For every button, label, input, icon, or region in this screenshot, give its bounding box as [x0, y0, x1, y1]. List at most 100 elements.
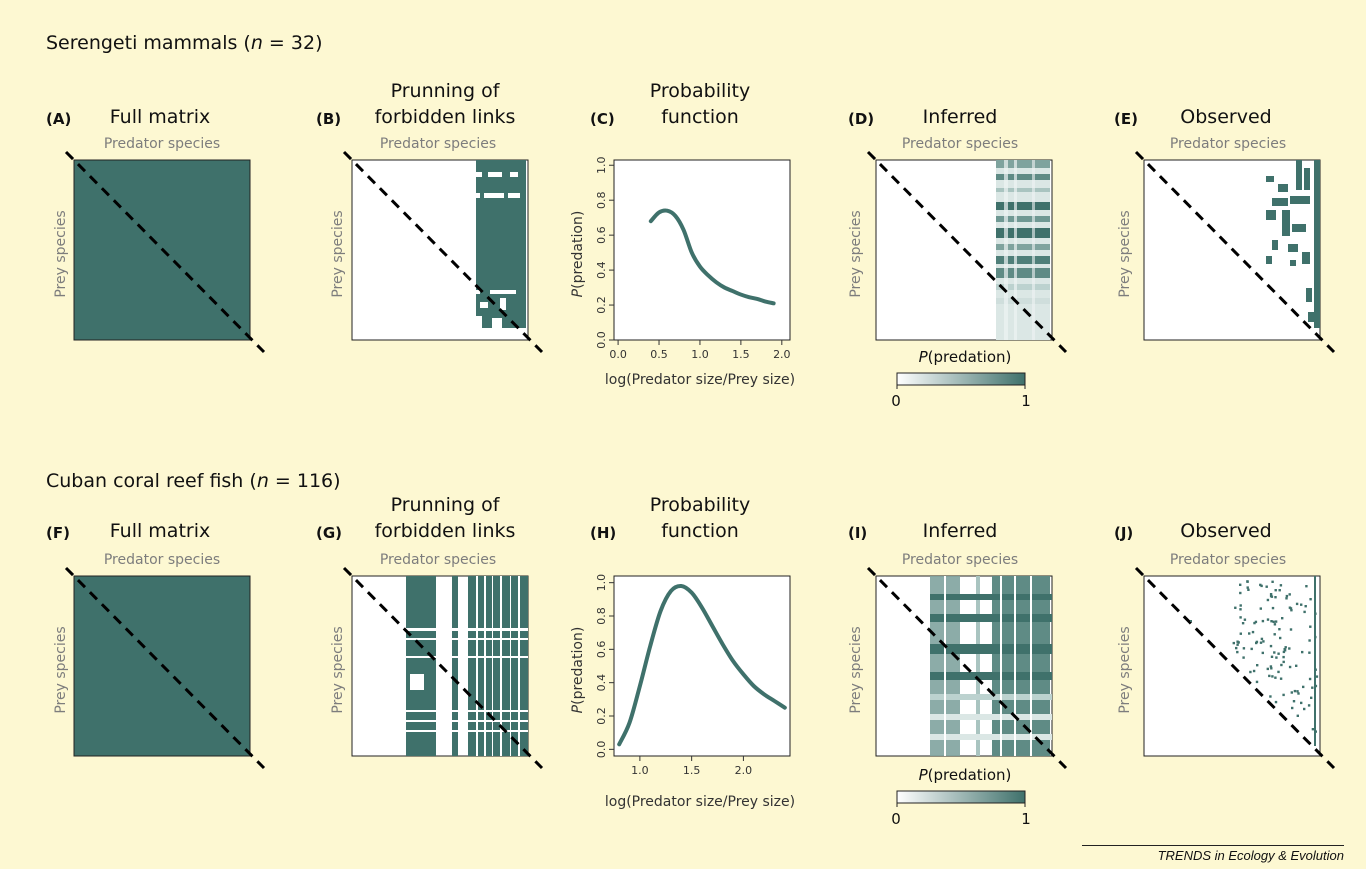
observed-link-dot	[1309, 598, 1312, 601]
observed-link-dot	[1290, 609, 1293, 612]
panel-title-d: Inferred	[922, 106, 998, 128]
xlabel-c: log(Predator size/Prey size)	[604, 372, 796, 388]
observed-link-dot	[1266, 618, 1270, 621]
observed-link-dot	[1259, 583, 1262, 587]
x-tick-label-h-1: 1.5	[683, 764, 701, 777]
footer-rule	[1082, 845, 1344, 846]
observed-link-dot	[1277, 670, 1280, 674]
panel-title-j: Observed	[1180, 520, 1272, 542]
observed-link-dot	[1302, 685, 1305, 689]
observed-link-dot	[1303, 707, 1306, 711]
observed-link-dot	[1260, 637, 1264, 641]
observed-link-dot	[1269, 644, 1273, 648]
observed-link-dot	[1242, 647, 1246, 650]
panel-letter-f: (F)	[46, 524, 70, 542]
observed-link-dot	[1288, 665, 1292, 669]
observed-link-dot	[1266, 667, 1269, 671]
panel-title-g: Prunning of forbidden links	[374, 494, 516, 542]
observed-link-dot	[1247, 588, 1250, 591]
observed-link-dot	[1249, 670, 1252, 674]
panel-letter-a: (A)	[46, 110, 72, 128]
y-tick-label-h-5: 1.0	[595, 574, 608, 592]
matrix-observed-j	[1134, 566, 1336, 770]
panel-letter-j: (J)	[1114, 524, 1134, 542]
observed-link-dot	[1288, 606, 1292, 609]
y-tick-label-c-0: 0.0	[595, 331, 608, 349]
observed-link-dot	[1290, 691, 1293, 694]
y-tick-label-h-2: 0.4	[595, 674, 608, 692]
observed-link-dot	[1242, 656, 1245, 659]
observed-link-dot	[1266, 598, 1270, 602]
x-tick-label-c-0: 0.0	[609, 348, 627, 361]
observed-link-dot	[1292, 700, 1296, 703]
observed-link-dot	[1308, 677, 1312, 681]
observed-link-dot	[1291, 706, 1294, 710]
y-tick-label-h-1: 0.2	[595, 707, 608, 725]
plot-area-h	[613, 575, 791, 757]
observed-link-dot	[1265, 585, 1268, 588]
observed-link-dot	[1308, 639, 1311, 642]
observed-link-dot	[1255, 680, 1259, 684]
observed-link-dot	[1268, 674, 1271, 678]
observed-link-dot	[1273, 651, 1276, 654]
observed-link-dot	[1248, 632, 1251, 635]
observed-link-dot	[1282, 650, 1286, 654]
matrix-inferred-i	[866, 566, 1068, 770]
observed-link-dot	[1307, 704, 1311, 707]
matrix-observed-e	[1134, 150, 1336, 354]
observed-link-dot	[1271, 675, 1274, 678]
observed-link-dot	[1269, 593, 1273, 596]
observed-link-dot	[1239, 608, 1242, 611]
axis-prey-i: Prey species	[848, 626, 864, 714]
observed-link-dot	[1278, 589, 1281, 592]
panel-title-c: Probability function	[649, 80, 751, 128]
y-tick-label-c-5: 1.0	[595, 156, 608, 174]
observed-link-dot	[1241, 622, 1245, 625]
matrix-prune-b	[342, 150, 544, 354]
matrix-inferred-d	[866, 150, 1068, 354]
observed-link-dot	[1295, 602, 1299, 606]
observed-link-dot	[1303, 610, 1306, 614]
observed-link-dot	[1259, 641, 1263, 644]
axis-predator-e: Predator species	[1169, 136, 1287, 152]
observed-link-dot	[1315, 675, 1319, 678]
observed-link-dot	[1274, 596, 1277, 599]
observed-link-dot	[1309, 625, 1312, 628]
panel-letter-g: (G)	[316, 524, 343, 542]
observed-link-dot	[1282, 693, 1285, 697]
observed-link-dot	[1260, 584, 1263, 588]
panel-title-f: Full matrix	[109, 520, 211, 542]
observed-link-dot	[1252, 669, 1256, 673]
observed-link-dot	[1279, 677, 1283, 680]
y-tick-label-h-0: 0.0	[595, 741, 608, 759]
y-tick-label-h-3: 0.6	[595, 641, 608, 659]
y-tick-label-c-3: 0.6	[595, 226, 608, 244]
observed-link-dot	[1239, 591, 1242, 595]
observed-link-dot	[1285, 597, 1288, 600]
legend-max-i: 1	[1021, 810, 1031, 828]
observed-link-dot	[1246, 580, 1249, 583]
journal-footer: TRENDS in Ecology & Evolution	[1157, 848, 1344, 863]
axis-predator-a: Predator species	[103, 136, 221, 152]
plot-area-c	[613, 159, 791, 341]
observed-link-dot	[1310, 696, 1313, 699]
row-title-cuban: Cuban coral reef fish (n = 116)	[46, 470, 341, 492]
observed-link-dot	[1284, 646, 1287, 649]
observed-link-dot	[1236, 640, 1239, 643]
axis-predator-i: Predator species	[901, 552, 1019, 568]
observed-link-dot	[1288, 647, 1291, 650]
observed-link-dot	[1275, 656, 1278, 659]
axis-predator-j: Predator species	[1169, 552, 1287, 568]
panel-title-a: Full matrix	[109, 106, 211, 128]
observed-link-dot	[1250, 647, 1253, 651]
panel-letter-d: (D)	[848, 110, 875, 128]
observed-link-dot	[1297, 692, 1300, 695]
observed-link-dot	[1239, 583, 1242, 586]
observed-link-dot	[1279, 636, 1282, 640]
x-tick-label-h-0: 1.0	[631, 764, 649, 777]
observed-link-dot	[1269, 695, 1272, 698]
observed-link-dot	[1254, 620, 1258, 624]
observed-link-dot	[1277, 652, 1280, 655]
observed-link-dot	[1270, 667, 1273, 670]
observed-link-dot	[1296, 714, 1299, 717]
